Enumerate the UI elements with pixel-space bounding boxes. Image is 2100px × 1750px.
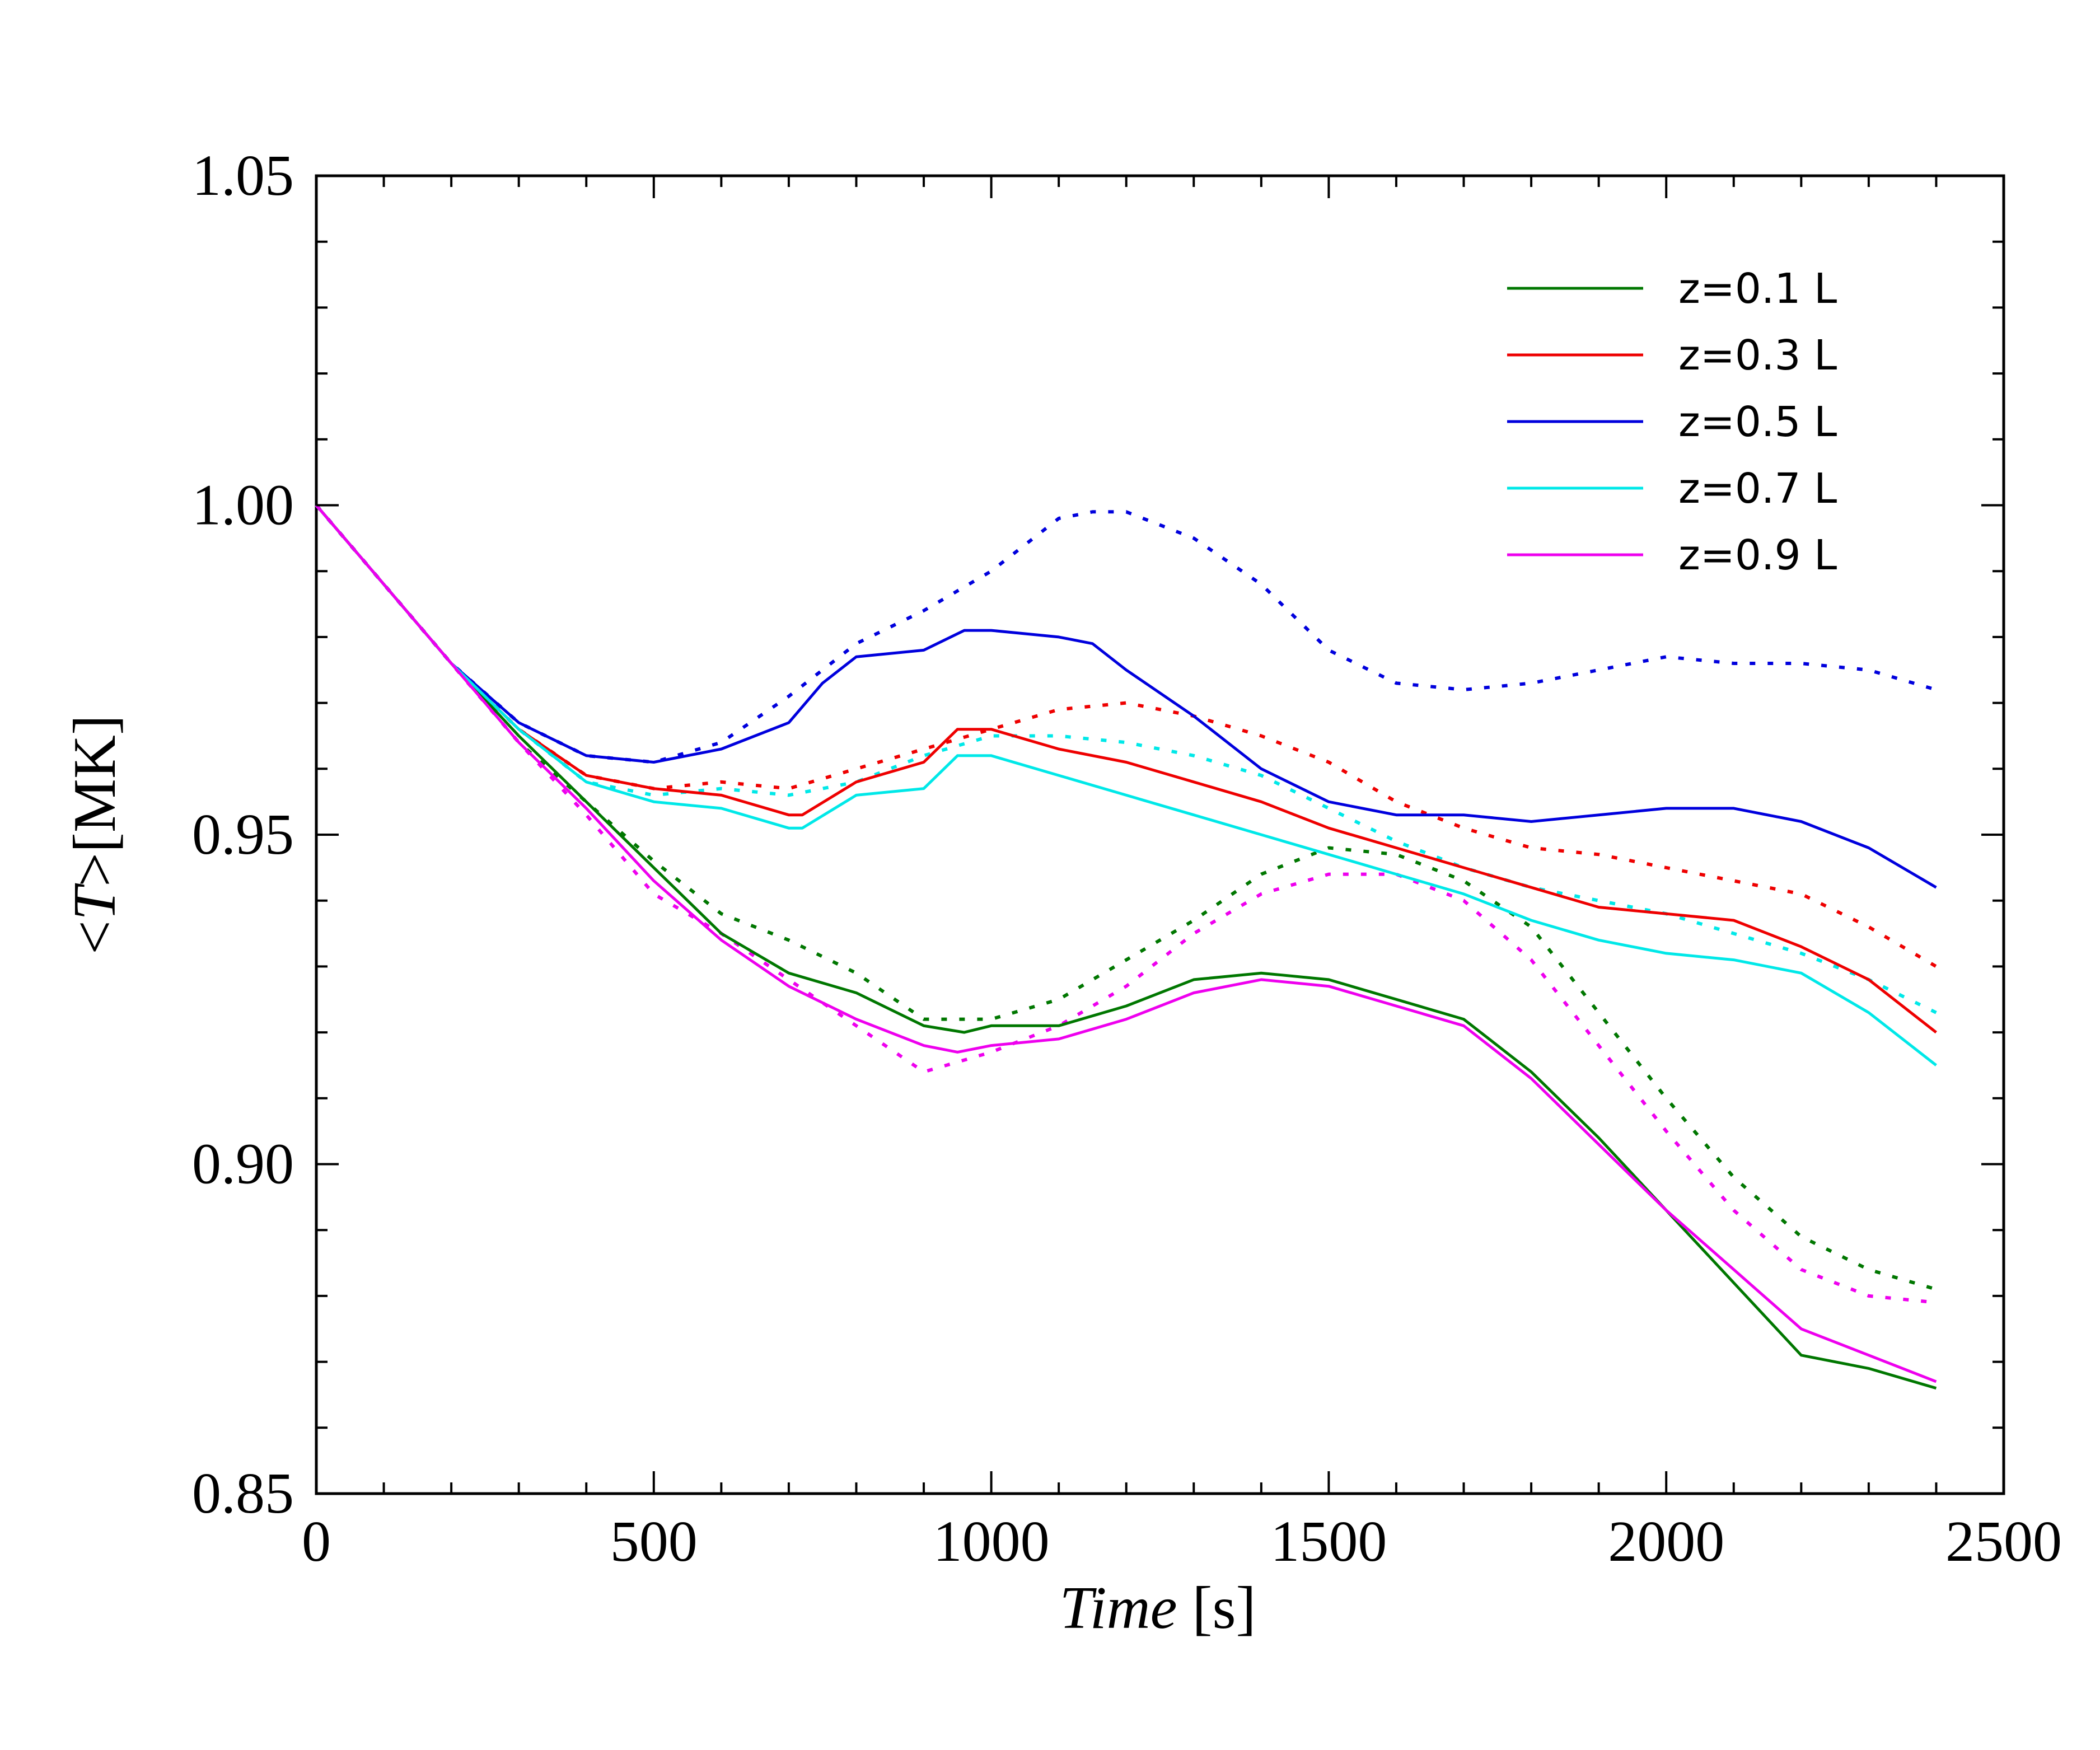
series-line bbox=[315, 504, 1937, 1034]
series-layer bbox=[315, 504, 1937, 1390]
y-tick-label: 0.85 bbox=[192, 1461, 294, 1526]
legend-label: z=0.9 L bbox=[1678, 531, 1837, 579]
x-tick-label: 500 bbox=[610, 1509, 698, 1574]
series-line bbox=[315, 504, 1937, 1390]
y-tick-label: 1.00 bbox=[192, 473, 294, 537]
tick-layer bbox=[315, 175, 2005, 1495]
y-tick-labels: 0.85 0.90 0.95 1.00 1.05 bbox=[192, 143, 294, 1526]
series-line bbox=[315, 504, 1937, 889]
legend-entry: z=0.5 L bbox=[1507, 398, 1837, 446]
series-line-dotted bbox=[315, 504, 1937, 764]
x-tick-label: 1000 bbox=[933, 1509, 1050, 1574]
legend-label: z=0.7 L bbox=[1678, 465, 1837, 513]
legend-entry: z=0.1 L bbox=[1507, 265, 1837, 313]
y-tick-label: 1.05 bbox=[192, 143, 294, 208]
x-tick-label: 2000 bbox=[1608, 1509, 1724, 1574]
series-line-dotted bbox=[315, 504, 1937, 1304]
series-line-dotted bbox=[315, 504, 1937, 1291]
plot-area bbox=[315, 174, 2005, 1495]
legend-label: z=0.1 L bbox=[1678, 265, 1837, 313]
x-tick-label: 0 bbox=[302, 1509, 331, 1574]
x-tick-labels: 0 500 1000 1500 2000 2500 bbox=[302, 1509, 2062, 1574]
series-line bbox=[315, 504, 1937, 1066]
series-line bbox=[315, 504, 1937, 1383]
legend-entry: z=0.7 L bbox=[1507, 465, 1837, 513]
legend-entry: z=0.3 L bbox=[1507, 331, 1837, 380]
series-line-dotted bbox=[315, 504, 1937, 1014]
y-tick-label: 0.90 bbox=[192, 1132, 294, 1196]
x-tick-label: 1500 bbox=[1270, 1509, 1387, 1574]
legend: z=0.1 L z=0.3 L z=0.5 L z=0.7 L z=0.9 L bbox=[1507, 265, 1837, 579]
legend-label: z=0.3 L bbox=[1678, 331, 1837, 380]
y-tick-label: 0.95 bbox=[192, 802, 294, 867]
x-axis-title: Time [s] bbox=[1059, 1575, 1256, 1641]
y-axis-title: <T>[MK] bbox=[62, 715, 128, 954]
x-tick-label: 2500 bbox=[1945, 1509, 2062, 1574]
series-line-dotted bbox=[315, 504, 1937, 968]
legend-label: z=0.5 L bbox=[1678, 398, 1837, 446]
legend-entry: z=0.9 L bbox=[1507, 531, 1837, 579]
